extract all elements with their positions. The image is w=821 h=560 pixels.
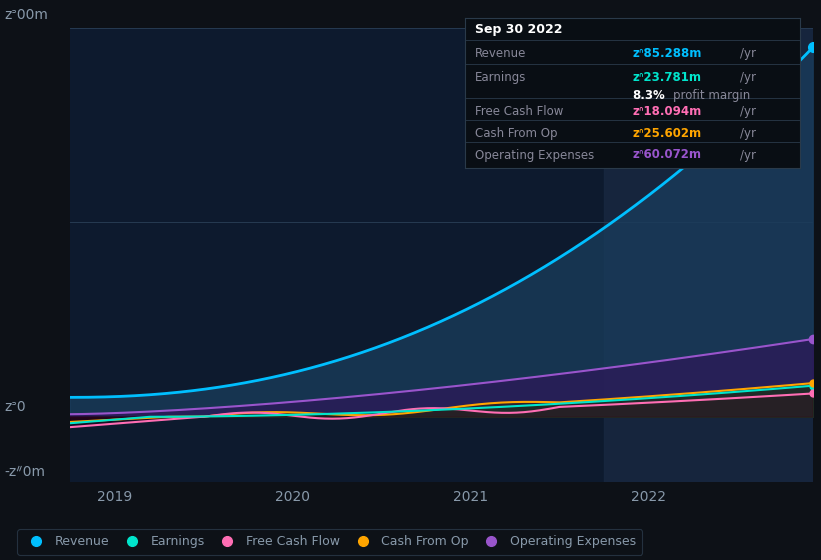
- Text: Sep 30 2022: Sep 30 2022: [475, 22, 562, 35]
- Text: /yr: /yr: [740, 46, 755, 59]
- Text: Revenue: Revenue: [475, 46, 526, 59]
- Text: zᐢ85.288m: zᐢ85.288m: [632, 46, 702, 59]
- Text: zᐣ00m: zᐣ00m: [4, 8, 48, 22]
- Legend: Revenue, Earnings, Free Cash Flow, Cash From Op, Operating Expenses: Revenue, Earnings, Free Cash Flow, Cash …: [17, 529, 643, 555]
- Text: zᐢ60.072m: zᐢ60.072m: [632, 148, 701, 161]
- Text: /yr: /yr: [740, 105, 755, 118]
- Text: Operating Expenses: Operating Expenses: [475, 148, 594, 161]
- Text: zᐣ0: zᐣ0: [4, 400, 25, 414]
- Text: -zᐥ0m: -zᐥ0m: [4, 465, 45, 479]
- Text: /yr: /yr: [740, 127, 755, 139]
- Text: zᐢ23.781m: zᐢ23.781m: [632, 71, 701, 83]
- Text: Cash From Op: Cash From Op: [475, 127, 557, 139]
- Text: Earnings: Earnings: [475, 71, 526, 83]
- Bar: [604, 28, 813, 482]
- Text: Free Cash Flow: Free Cash Flow: [475, 105, 563, 118]
- Text: /yr: /yr: [740, 71, 755, 83]
- Text: /yr: /yr: [740, 148, 755, 161]
- Text: profit margin: profit margin: [672, 88, 750, 101]
- Text: zᐢ25.602m: zᐢ25.602m: [632, 127, 702, 139]
- Text: zᐢ18.094m: zᐢ18.094m: [632, 105, 702, 118]
- Text: 8.3%: 8.3%: [632, 88, 665, 101]
